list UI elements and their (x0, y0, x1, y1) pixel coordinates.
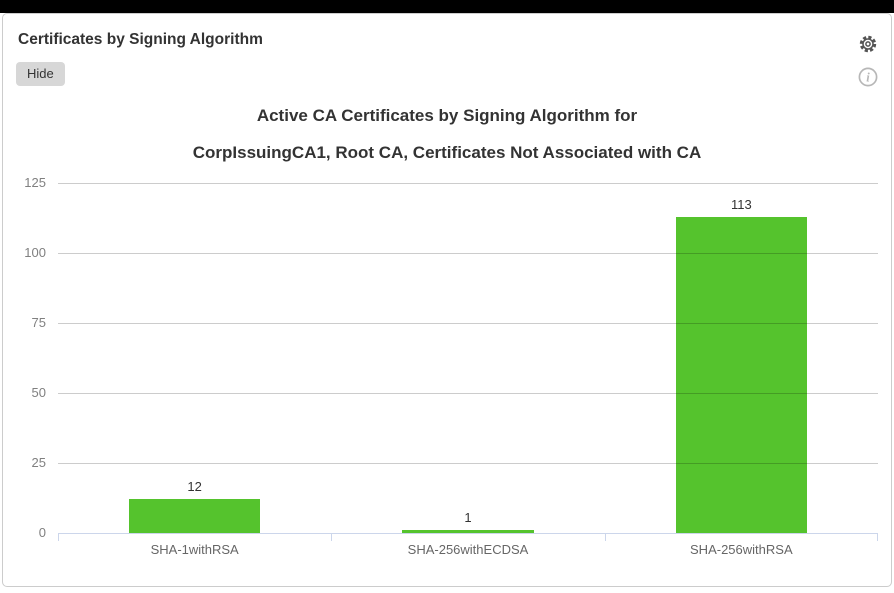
plot-column-1: 12 (58, 184, 331, 533)
svg-text:i: i (866, 71, 870, 85)
plot-column-2: 1 (331, 184, 604, 533)
chart-title-line-2: CorpIssuingCA1, Root CA, Certificates No… (192, 143, 702, 162)
x-axis-tick (604, 533, 606, 541)
gridline-125 (58, 183, 878, 184)
window-top-bar (0, 0, 894, 13)
x-axis-category-labels: SHA-1withRSA SHA-256withECDSA SHA-256withR… (58, 534, 878, 557)
bar-value-label: 12 (187, 479, 202, 495)
gridline-100 (58, 253, 878, 254)
bar-SHA-1withRSA[interactable] (129, 499, 261, 533)
chart-title-line-1: Active CA Certificates by Signing Algori… (256, 106, 638, 125)
bar-value-label: 1 (464, 510, 472, 526)
chart-title: Active CA Certificates by Signing Algori… (3, 97, 891, 171)
x-axis-tick (331, 533, 333, 541)
y-axis-label-25: 25 (31, 455, 46, 470)
plot-columns: 12 1 113 (58, 184, 878, 533)
hide-button[interactable]: Hide (16, 62, 65, 86)
category-label-SHA-256withRSA: SHA-256withRSA (690, 542, 793, 557)
category-label-SHA-256withECDSA: SHA-256withECDSA (407, 542, 529, 557)
bar-chart-plot-area: 12 1 113 0 25 50 75 100 125 (24, 175, 878, 541)
gridline-50 (58, 393, 878, 394)
y-axis-label-100: 100 (24, 245, 46, 260)
gridline-25 (58, 463, 878, 464)
certificates-widget-panel: Certificates by Signing Algorithm i Hide… (2, 13, 892, 587)
plot-column-3: 113 (605, 184, 878, 533)
bar-value-label: 113 (730, 196, 752, 212)
bar-SHA-256withRSA[interactable] (675, 216, 807, 533)
y-axis-label-75: 75 (31, 315, 46, 330)
gridline-75 (58, 323, 878, 324)
x-axis-tick (58, 533, 59, 541)
x-axis-tick (877, 533, 878, 541)
y-axis-label-0: 0 (38, 525, 46, 540)
settings-gear-icon[interactable] (858, 34, 878, 54)
y-axis-label-50: 50 (31, 385, 46, 400)
bar-SHA-256withECDSA[interactable] (402, 530, 534, 533)
info-icon[interactable]: i (858, 67, 878, 87)
y-axis-label-125: 125 (24, 175, 46, 190)
category-label-SHA-1withRSA: SHA-1withRSA (150, 542, 239, 557)
panel-title: Certificates by Signing Algorithm (18, 31, 263, 48)
